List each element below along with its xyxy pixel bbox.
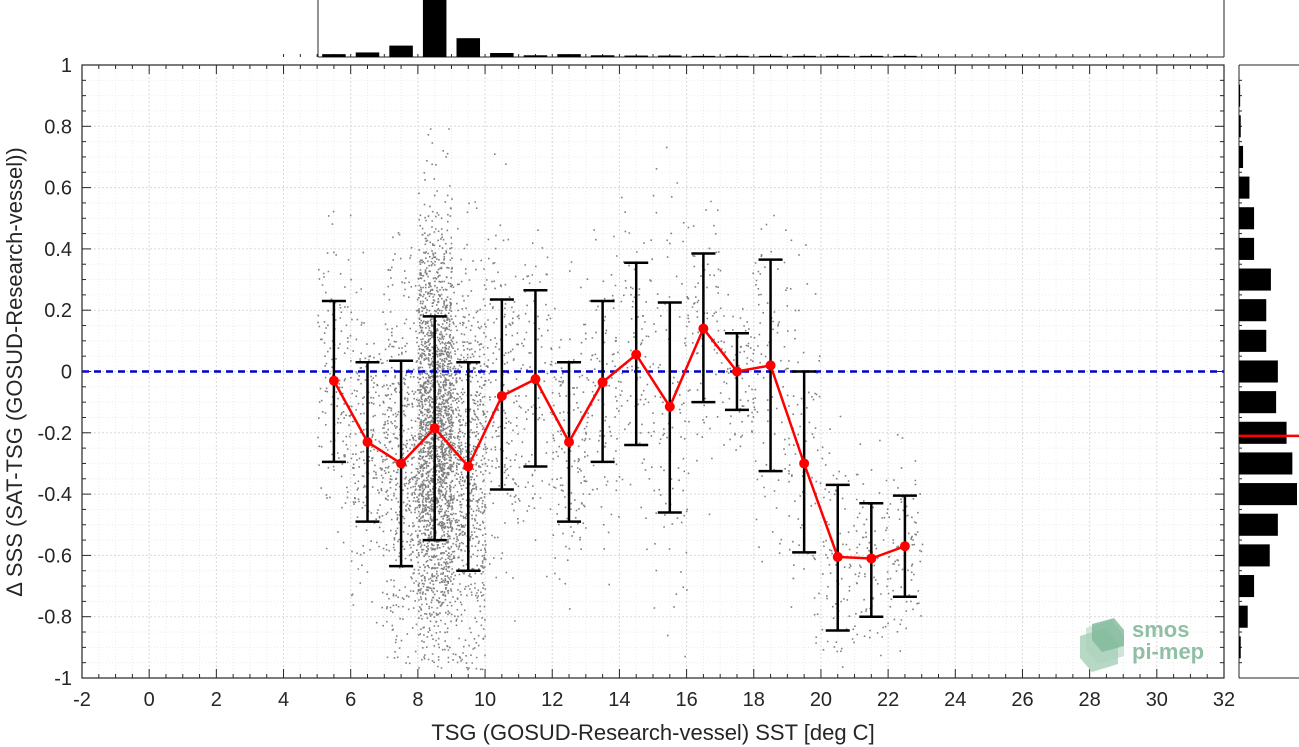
right-histogram-bar	[1239, 452, 1293, 475]
y-tick-label: -0.2	[38, 423, 72, 445]
mean-point	[362, 436, 373, 447]
top-histogram-bar	[825, 55, 850, 57]
x-tick-label: 14	[608, 689, 630, 711]
x-axis-label: TSG (GOSUD-Research-vessel) SST [deg C]	[431, 720, 874, 745]
y-tick-label: -1	[54, 668, 72, 690]
right-histogram-bar	[1239, 391, 1277, 414]
mean-point	[765, 360, 776, 371]
top-histogram-bar	[389, 45, 413, 57]
right-histogram-bar	[1239, 575, 1255, 598]
mean-point	[866, 553, 877, 564]
y-tick-label: 0.8	[44, 116, 72, 138]
x-tick-label: 2	[211, 689, 222, 711]
y-tick-label: -0.4	[38, 484, 72, 506]
top-histogram-bar	[422, 0, 447, 57]
x-tick-label: 4	[278, 689, 289, 711]
right-histogram	[1238, 64, 1299, 679]
right-histogram-bar	[1239, 299, 1267, 322]
x-tick-label: 28	[1079, 689, 1101, 711]
top-histogram-bar	[355, 52, 380, 57]
mean-point	[731, 366, 742, 377]
right-histogram-bar	[1239, 145, 1244, 168]
logo-text-line1: smos	[1132, 617, 1189, 642]
top-histogram-bar	[859, 55, 884, 57]
x-tick-label: 6	[345, 689, 356, 711]
top-histogram-bar	[758, 55, 783, 57]
mean-point	[530, 374, 541, 385]
top-histogram-bar	[725, 55, 749, 57]
x-tick-label: -2	[73, 689, 91, 711]
right-histogram-bar	[1239, 483, 1297, 506]
x-tick-label: 16	[675, 689, 697, 711]
mean-point	[463, 461, 474, 472]
x-tick-label: 10	[474, 689, 496, 711]
right-histogram-bar	[1239, 268, 1271, 291]
right-histogram-bar	[1239, 544, 1270, 567]
right-histogram-bar	[1239, 176, 1250, 199]
y-tick-label: 0.2	[44, 300, 72, 322]
right-histogram-bar	[1239, 605, 1248, 628]
x-tick-label: 0	[144, 689, 155, 711]
right-histogram-bar	[1239, 360, 1278, 383]
top-histogram-bar	[490, 53, 514, 57]
right-histogram-bar	[1239, 513, 1278, 536]
mean-polyline	[332, 326, 906, 560]
scatter-cloud	[317, 128, 924, 671]
top-histogram-bar	[691, 55, 716, 57]
mean-point	[631, 349, 642, 360]
mean-point	[664, 401, 675, 412]
x-tick-label: 18	[743, 689, 765, 711]
top-histogram	[283, 0, 1225, 58]
top-histogram-bar	[893, 55, 917, 57]
mean-line	[328, 323, 910, 564]
right-histogram-bar	[1239, 421, 1287, 444]
y-tick-label: 1	[61, 55, 72, 77]
x-tick-label: 30	[1146, 689, 1168, 711]
top-histogram-bar	[624, 55, 648, 57]
y-tick-label: -0.8	[38, 607, 72, 629]
y-axis-ticks: 1 0.8 0.6 0.4 0.2 0 -0.2 -0.4 -0.6 -0.8 -1	[38, 55, 1224, 690]
logo-text-line2: pi-mep	[1132, 639, 1204, 664]
top-histogram-bar	[456, 38, 481, 57]
y-tick-label: 0.4	[44, 239, 72, 261]
top-histogram-bar	[322, 54, 346, 57]
right-histogram-bar	[1239, 329, 1267, 352]
right-histogram-bar	[1239, 237, 1255, 260]
right-histogram-bar	[1239, 636, 1241, 659]
top-histogram-bar	[658, 55, 682, 57]
x-tick-label: 24	[944, 689, 966, 711]
top-histogram-bar	[523, 55, 548, 57]
mean-point	[429, 423, 440, 434]
smos-pi-mep-logo: smos pi-mep	[1080, 617, 1204, 672]
mean-point	[396, 458, 407, 469]
x-tick-label: 26	[1011, 689, 1033, 711]
top-histogram-bar	[557, 54, 581, 57]
top-histogram-bar	[590, 55, 615, 57]
mean-point	[496, 391, 507, 402]
y-tick-label: -0.6	[38, 545, 72, 567]
y-tick-label: 0.6	[44, 178, 72, 200]
x-tick-label: 22	[877, 689, 899, 711]
x-tick-label: 20	[810, 689, 832, 711]
top-histogram-bar	[792, 55, 816, 57]
mean-point	[564, 436, 575, 447]
mean-point	[799, 458, 810, 469]
mean-point	[597, 377, 608, 388]
mean-point	[698, 323, 709, 334]
right-histogram-bar	[1239, 207, 1255, 230]
x-axis-ticks: -2 0 2 4 6 8 10 12 14 16 18 20 22 24 26 28 30 32	[73, 65, 1235, 711]
right-histogram-bar	[1239, 115, 1241, 138]
mean-point	[899, 541, 910, 552]
scatter-points	[317, 128, 924, 671]
mean-point	[328, 375, 339, 386]
x-tick-label: 8	[412, 689, 423, 711]
y-tick-label: 0	[61, 362, 72, 384]
y-axis-label: Δ SSS (SAT-TSG (GOSUD-Research-vessel))	[2, 147, 27, 596]
x-tick-label: 32	[1213, 689, 1235, 711]
x-tick-label: 12	[541, 689, 563, 711]
right-histogram-bar	[1239, 84, 1241, 107]
mean-point	[832, 551, 843, 562]
